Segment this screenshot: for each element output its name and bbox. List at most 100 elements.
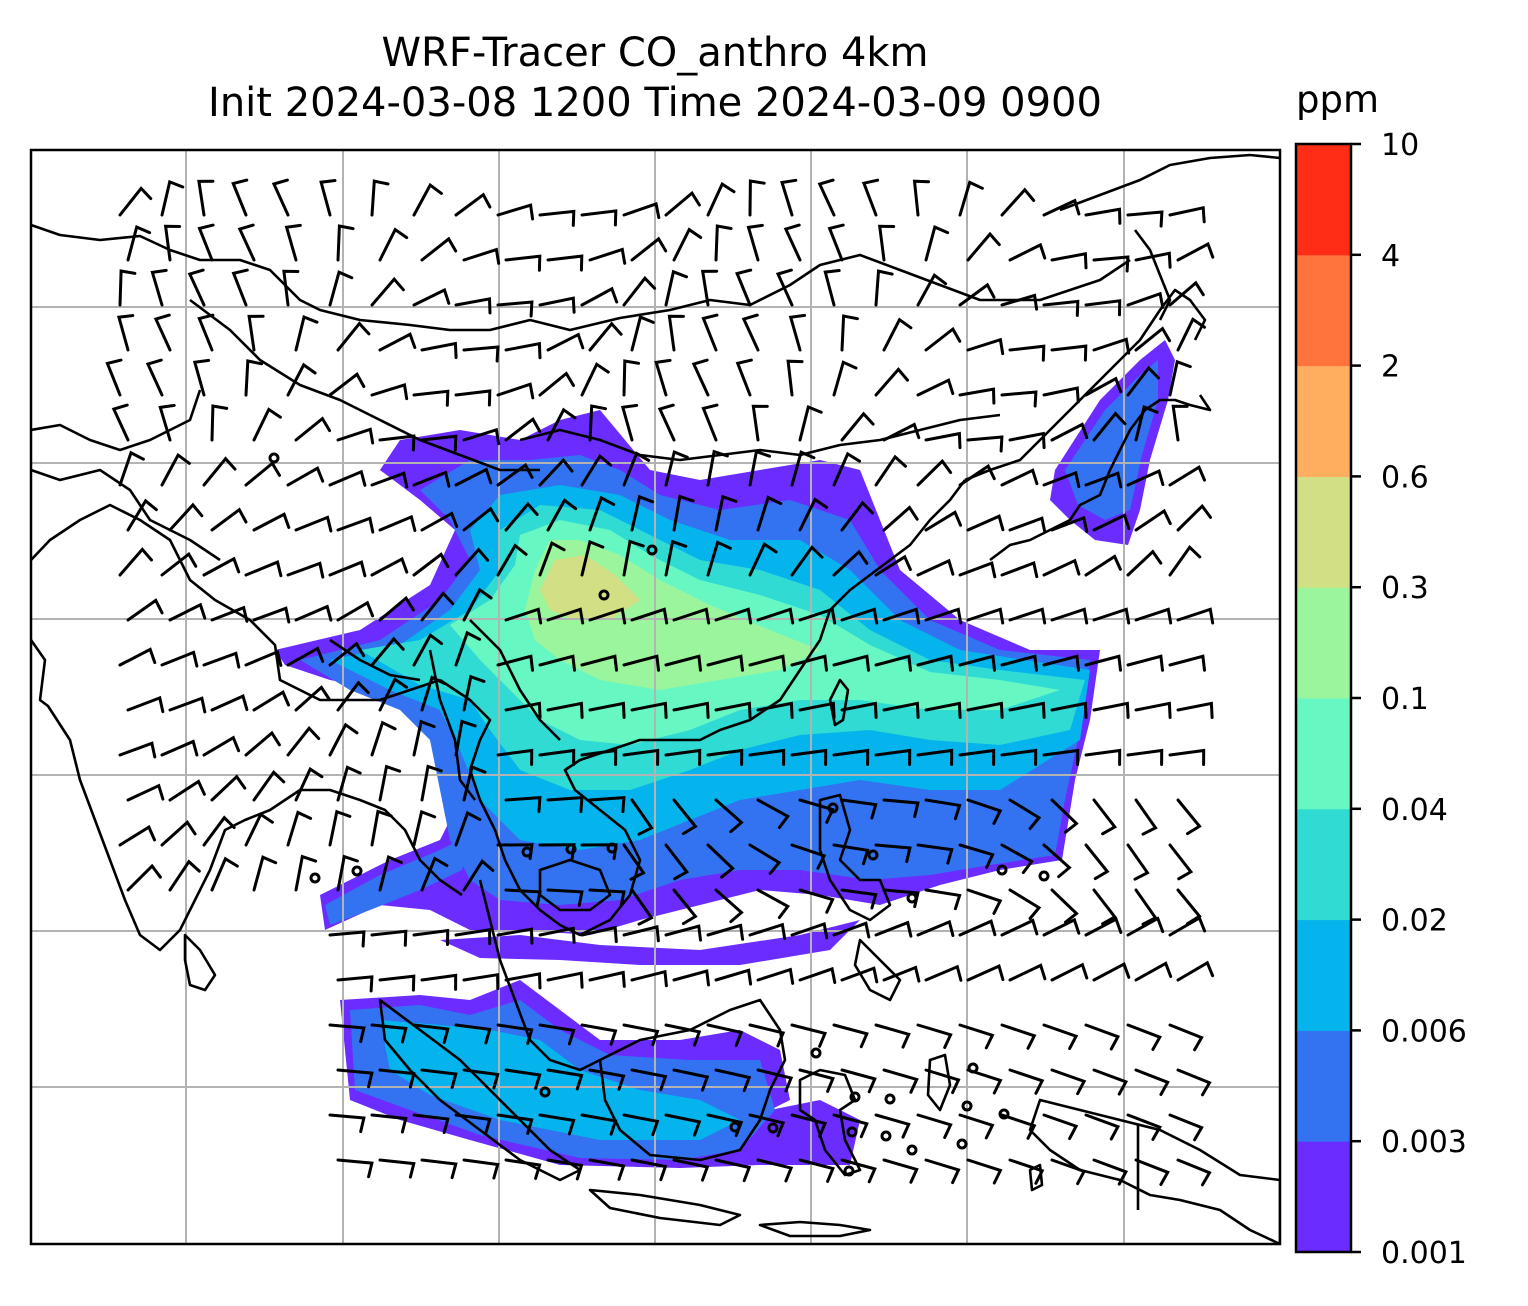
wind-barb — [882, 422, 921, 442]
wind-barb — [504, 1158, 542, 1180]
wind-barb — [588, 701, 626, 719]
wind-barb — [378, 677, 408, 712]
wind-barb — [798, 966, 837, 985]
wind-barb — [462, 587, 493, 622]
wind-barb — [657, 403, 676, 442]
wind-barb — [286, 726, 321, 757]
wind-barb — [840, 888, 878, 910]
wind-barb — [1084, 1113, 1121, 1141]
wind-barb — [462, 427, 501, 446]
plume-south-cyan — [380, 1020, 740, 1140]
wind-barb — [840, 411, 875, 442]
wind-barb — [1050, 888, 1079, 924]
wind-barb — [916, 748, 954, 766]
wind-barb — [1042, 198, 1081, 217]
wind-barb — [706, 923, 745, 941]
wind-barb — [672, 227, 703, 262]
wind-barb — [958, 654, 996, 672]
wind-barb — [798, 404, 823, 442]
wind-barb — [664, 1023, 702, 1047]
wind-barb — [247, 314, 265, 352]
plume-main-core — [540, 555, 640, 620]
wind-barb — [783, 223, 802, 262]
wind-barb — [714, 968, 753, 986]
wind-barb — [622, 748, 660, 766]
wind-barb — [832, 1113, 869, 1139]
wind-barb — [780, 178, 798, 217]
wind-barb — [832, 549, 869, 577]
wind-barb — [664, 748, 702, 766]
wind-barb — [958, 748, 996, 766]
wind-barb — [370, 382, 409, 401]
wind-barb — [580, 453, 613, 487]
wind-barb — [966, 607, 1005, 625]
wind-barb — [588, 1068, 626, 1091]
wind-barb — [622, 539, 645, 577]
wind-barb — [580, 539, 605, 577]
wind-barb — [748, 654, 786, 672]
wind-barb — [168, 502, 204, 532]
wind-barb — [580, 925, 618, 944]
wind-barb — [1042, 917, 1081, 937]
wind-barb — [1084, 299, 1122, 317]
wind-barb — [701, 403, 719, 442]
wind-barb — [118, 186, 153, 217]
wind-barb — [916, 843, 954, 865]
wind-barb — [1000, 187, 1036, 217]
wind-barb — [756, 607, 795, 625]
wind-barb — [580, 1023, 618, 1046]
wind-barb — [622, 843, 646, 881]
wind-barb — [588, 888, 626, 908]
wind-barb — [462, 764, 487, 802]
wind-barb — [790, 1113, 828, 1138]
wind-barb — [664, 190, 701, 217]
wind-barb — [840, 966, 879, 984]
wind-barb — [672, 701, 710, 719]
wind-barb — [1134, 1068, 1170, 1096]
wind-barb — [504, 795, 542, 814]
wind-barb — [202, 815, 236, 847]
wind-barb — [924, 326, 962, 352]
wind-barb — [756, 798, 791, 829]
wind-barb — [1000, 1023, 1037, 1050]
wind-barb — [874, 1113, 911, 1139]
wind-barb — [741, 313, 760, 352]
wind-barb — [496, 654, 534, 672]
wind-barb — [958, 843, 995, 869]
wind-barb — [672, 888, 698, 926]
wind-barb — [336, 854, 359, 892]
wind-barb — [924, 607, 963, 625]
wind-barb — [187, 268, 206, 307]
wind-barb — [924, 798, 962, 821]
wind-barb — [168, 602, 207, 622]
wind-barb — [790, 1023, 828, 1048]
wind-barb — [788, 313, 807, 352]
plume-arc — [440, 920, 860, 965]
wind-barb — [294, 604, 333, 622]
wind-barb — [1134, 404, 1159, 442]
wind-barb — [328, 930, 366, 948]
wind-barb — [286, 810, 313, 847]
wind-barb — [882, 888, 920, 909]
wind-barb — [336, 427, 375, 445]
wind-barb — [756, 701, 794, 719]
wind-barb — [874, 920, 913, 938]
wind-barb — [1084, 471, 1123, 489]
wind-barb — [580, 654, 618, 672]
wind-barb — [756, 888, 791, 919]
wind-barb — [496, 382, 535, 400]
wind-barb — [1000, 654, 1038, 672]
wind-barb — [1176, 607, 1215, 625]
wind-barb — [1126, 549, 1163, 577]
wind-barb — [1134, 798, 1158, 836]
wind-barb — [654, 358, 672, 397]
wind-barb — [328, 1023, 366, 1044]
wind-barb — [286, 561, 325, 579]
wind-barb — [294, 854, 318, 892]
wind-barb — [462, 1158, 500, 1180]
wind-barb — [118, 824, 156, 847]
wind-barb — [874, 554, 912, 577]
wind-barb — [1168, 654, 1206, 672]
wind-barb — [1008, 701, 1046, 719]
wind-barb — [756, 967, 795, 985]
